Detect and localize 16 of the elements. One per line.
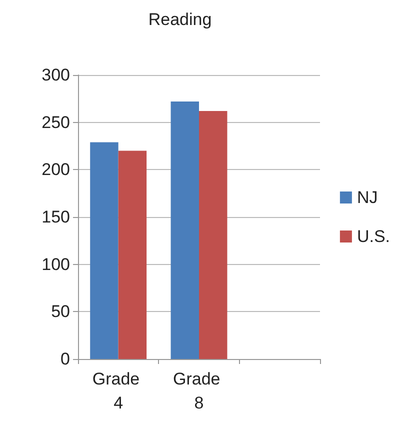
x-tick-label: Grade 8 xyxy=(173,370,225,412)
y-tick-label: 300 xyxy=(42,66,70,84)
y-tick-label: 250 xyxy=(42,112,70,132)
x-tick-label: Grade 4 xyxy=(92,370,144,412)
y-tick-label: 100 xyxy=(42,254,70,274)
y-tick-label: 50 xyxy=(51,302,70,322)
legend-label: U.S. xyxy=(356,227,390,246)
y-tick-label: 0 xyxy=(60,350,70,368)
legend-label: NJ xyxy=(356,188,378,207)
chart-title: Reading xyxy=(148,10,212,29)
y-tick-label: 200 xyxy=(42,160,70,180)
bar xyxy=(118,150,147,359)
bar xyxy=(199,110,228,359)
bar xyxy=(170,102,199,359)
y-tick-label: 150 xyxy=(42,208,70,226)
bar xyxy=(90,142,118,359)
